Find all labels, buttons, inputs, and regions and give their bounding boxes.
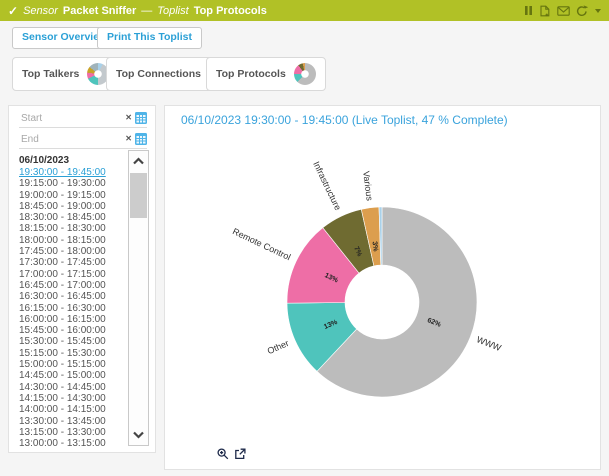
start-filter-row: ✕ <box>19 109 147 128</box>
interval-link[interactable]: 17:00:00 - 17:15:00 <box>19 269 129 280</box>
interval-link[interactable]: 14:45:00 - 15:00:00 <box>19 370 129 381</box>
interval-link[interactable]: 13:30:00 - 13:45:00 <box>19 416 129 427</box>
interval-link[interactable]: 15:15:00 - 15:30:00 <box>19 348 129 359</box>
interval-link[interactable]: 18:15:00 - 18:30:00 <box>19 223 129 234</box>
toplist-label: Toplist <box>157 5 188 17</box>
interval-link[interactable]: 18:45:00 - 19:00:00 <box>19 201 129 212</box>
top-protocols-pie-icon <box>294 63 316 85</box>
interval-link[interactable]: 16:15:00 - 16:30:00 <box>19 303 129 314</box>
interval-link[interactable]: 16:30:00 - 16:45:00 <box>19 291 129 302</box>
breadcrumb-separator: — <box>141 5 152 17</box>
toplist-chart-panel: 06/10/2023 19:30:00 - 19:45:00 (Live Top… <box>164 105 601 470</box>
slice-pct-label: 3% <box>371 241 379 253</box>
interval-link[interactable]: 14:15:00 - 14:30:00 <box>19 393 129 404</box>
tab-top-talkers[interactable]: Top Talkers <box>12 57 119 91</box>
scrollbar-thumb[interactable] <box>130 173 147 218</box>
print-toplist-button[interactable]: Print This Toplist <box>97 27 202 49</box>
start-date-input[interactable] <box>19 112 122 125</box>
tab-top-connections-label: Top Connections <box>116 68 201 80</box>
end-date-input[interactable] <box>19 133 122 146</box>
slice-label: Various <box>361 170 375 201</box>
page-title: Top Protocols <box>194 5 267 17</box>
scroll-down-icon[interactable] <box>129 427 148 443</box>
titlebar-actions <box>524 5 601 17</box>
status-ok-check-icon: ✓ <box>8 4 18 18</box>
interval-link[interactable]: 19:00:00 - 19:15:00 <box>19 190 129 201</box>
pause-icon[interactable] <box>524 5 533 16</box>
slice-label: Infrastructure <box>311 160 343 212</box>
zoom-chart-icon[interactable] <box>217 448 229 460</box>
interval-link[interactable]: 19:15:00 - 19:30:00 <box>19 178 129 189</box>
interval-list: 19:30:00 - 19:45:0019:15:00 - 19:30:0019… <box>19 167 129 449</box>
interval-link[interactable]: 15:45:00 - 16:00:00 <box>19 325 129 336</box>
end-calendar-icon[interactable] <box>135 133 147 145</box>
interval-link[interactable]: 17:45:00 - 18:00:00 <box>19 246 129 257</box>
interval-link[interactable]: 13:00:00 - 13:15:00 <box>19 438 129 449</box>
report-icon[interactable] <box>539 5 551 17</box>
slice-label: Remote Control <box>231 226 292 262</box>
interval-link[interactable]: 18:00:00 - 18:15:00 <box>19 235 129 246</box>
slice-label: Other <box>266 338 291 356</box>
interval-panel: ✕ ✕ 06/10/2023 19:30:00 - 19:45:0019:15:… <box>8 105 156 453</box>
sensor-name[interactable]: Packet Sniffer <box>63 5 136 17</box>
interval-link[interactable]: 15:30:00 - 15:45:00 <box>19 336 129 347</box>
clear-end-icon[interactable]: ✕ <box>125 135 132 143</box>
interval-link[interactable]: 16:45:00 - 17:00:00 <box>19 280 129 291</box>
interval-scrollbar[interactable] <box>128 150 149 446</box>
tab-top-protocols-label: Top Protocols <box>216 68 286 80</box>
title-bar: ✓ Sensor Packet Sniffer — Toplist Top Pr… <box>0 0 609 21</box>
refresh-icon[interactable] <box>576 5 588 17</box>
sensor-label: Sensor <box>23 5 58 17</box>
interval-link[interactable]: 15:00:00 - 15:15:00 <box>19 359 129 370</box>
chart-footer <box>217 448 246 460</box>
interval-link[interactable]: 17:30:00 - 17:45:00 <box>19 257 129 268</box>
end-filter-row: ✕ <box>19 130 147 149</box>
protocols-donut-chart: 62%WWW13%Other13%Remote Control7%Infrast… <box>165 106 602 471</box>
email-icon[interactable] <box>557 6 570 16</box>
tab-top-talkers-label: Top Talkers <box>22 68 79 80</box>
tab-top-protocols[interactable]: Top Protocols <box>206 57 326 91</box>
chevron-down-icon[interactable] <box>595 9 601 13</box>
prtg-toplist-page: { "colors": { "topbar_green": "#b1c126",… <box>0 0 609 476</box>
scroll-up-icon[interactable] <box>129 153 148 169</box>
interval-link[interactable]: 14:30:00 - 14:45:00 <box>19 382 129 393</box>
interval-link[interactable]: 19:30:00 - 19:45:00 <box>19 167 129 178</box>
clear-start-icon[interactable]: ✕ <box>125 114 132 122</box>
interval-link[interactable]: 14:00:00 - 14:15:00 <box>19 404 129 415</box>
start-calendar-icon[interactable] <box>135 112 147 124</box>
slice-label: WWW <box>475 334 503 353</box>
interval-link[interactable]: 18:30:00 - 18:45:00 <box>19 212 129 223</box>
interval-link[interactable]: 13:15:00 - 13:30:00 <box>19 427 129 438</box>
open-new-window-icon[interactable] <box>234 448 246 460</box>
interval-link[interactable]: 16:00:00 - 16:15:00 <box>19 314 129 325</box>
